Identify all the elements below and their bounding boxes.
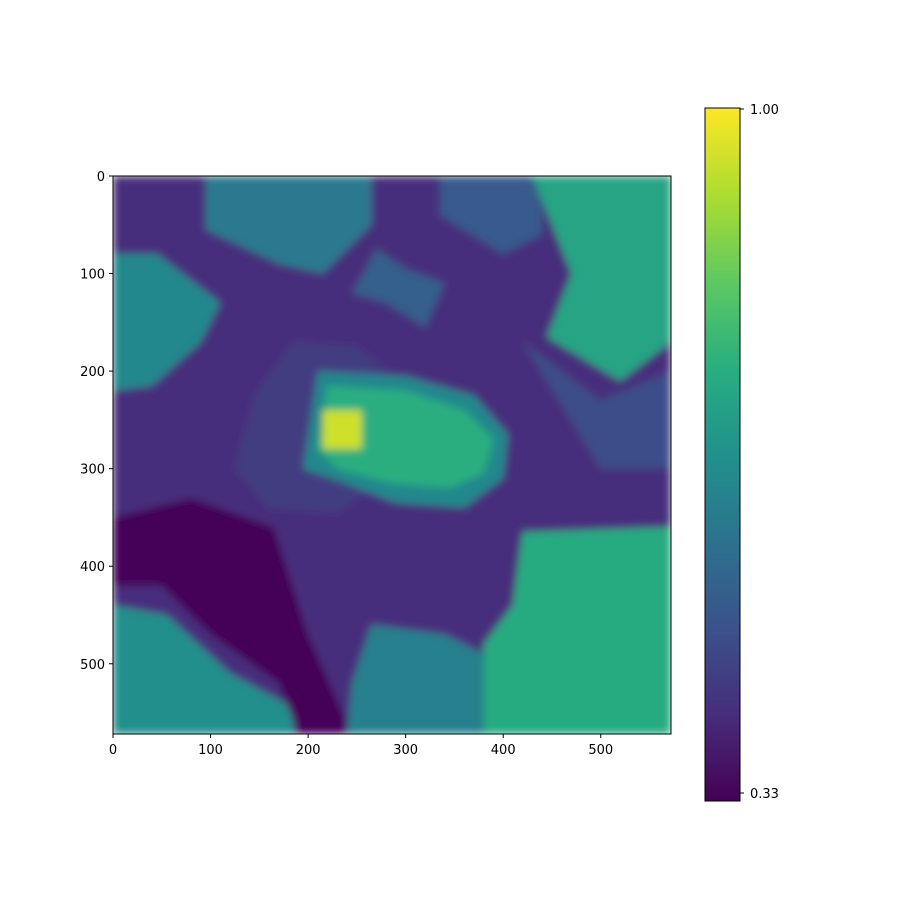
heatmap-region-building-top-right [532, 176, 671, 381]
y-tick-label: 100 [80, 268, 105, 283]
heatmap-region-building-bottom-left [113, 605, 294, 734]
x-tick-label: 300 [393, 743, 418, 758]
x-axis: 0 100 200 300 400 500 [109, 734, 613, 758]
x-tick-label: 400 [491, 743, 516, 758]
heatmap-region-building-top-left [205, 176, 372, 274]
y-tick-label: 300 [80, 463, 105, 478]
plot-area [113, 176, 671, 734]
y-axis: 0 100 200 300 400 500 [80, 170, 113, 673]
heatmap-region-church-tower [322, 410, 362, 450]
plot-frame [112, 175, 672, 735]
heatmap-image [113, 176, 671, 734]
heatmap-region-dark-street [113, 497, 348, 734]
x-tick-label: 500 [588, 743, 613, 758]
heatmap-region-building-right [522, 341, 671, 469]
x-tick-label: 0 [109, 743, 117, 758]
heatmap-region-building-top-small [352, 249, 445, 328]
colorbar-min-label: 0.33 [750, 787, 779, 802]
heatmap-region-building-top-mid [439, 176, 543, 255]
colorbar-gradient [704, 107, 741, 802]
y-tick-label: 500 [80, 658, 105, 673]
heatmap-region-building-bottom-mid [347, 624, 484, 734]
y-tick-label: 0 [97, 170, 105, 185]
colorbar-max-label: 1.00 [750, 103, 779, 118]
x-tick-label: 100 [198, 743, 223, 758]
heatmap-region-building-bottom-right [483, 527, 671, 734]
heatmap-region-building-left [113, 254, 221, 391]
colorbar: 1.00 0.33 [704, 103, 779, 802]
y-tick-label: 200 [80, 365, 105, 380]
y-tick-label: 400 [80, 560, 105, 575]
x-tick-label: 200 [296, 743, 321, 758]
